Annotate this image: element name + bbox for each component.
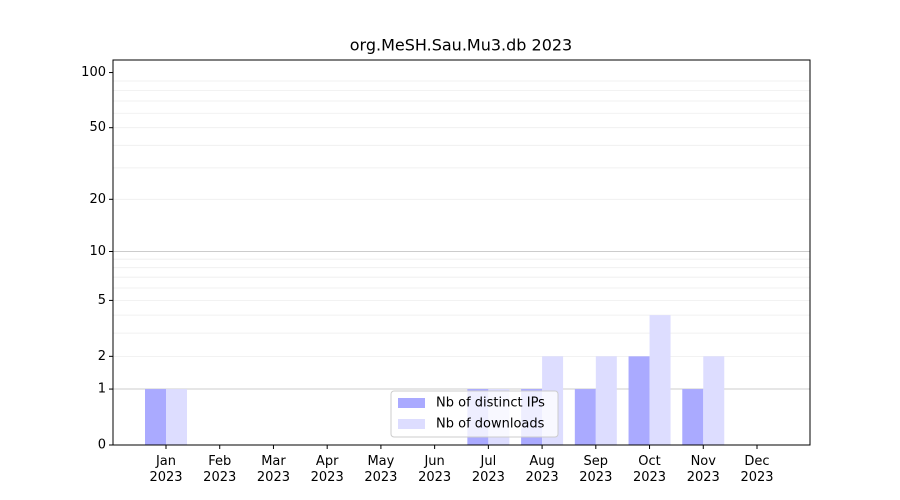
y-tick-label: 10: [89, 244, 106, 259]
plot-frame: [112, 59, 811, 446]
bar: [628, 356, 650, 445]
x-tick-label: Dec 2023: [740, 454, 773, 485]
bar: [574, 389, 596, 445]
x-tick-label: Oct 2023: [633, 454, 666, 485]
legend-box: [390, 390, 559, 438]
bar: [145, 389, 166, 445]
x-tick-label: Jul 2023: [472, 454, 505, 485]
legend-label: Nb of downloads: [436, 417, 545, 432]
bar: [649, 315, 671, 445]
y-tick-label: 20: [89, 192, 106, 207]
y-tick-label: 0: [98, 438, 106, 453]
x-tick-label: Feb 2023: [203, 454, 236, 485]
y-tick-label: 5: [98, 293, 106, 308]
legend-swatch: [398, 398, 425, 408]
y-tick-label: 1: [98, 382, 106, 397]
legend-label: Nb of distinct IPs: [436, 396, 545, 411]
bar: [166, 389, 187, 445]
bar: [703, 356, 725, 445]
x-tick-label: Apr 2023: [311, 454, 344, 485]
chart-title: org.MeSH.Sau.Mu3.db 2023: [350, 36, 572, 55]
x-tick-label: Nov 2023: [687, 454, 720, 485]
x-tick-label: Aug 2023: [526, 454, 559, 485]
x-tick-label: Jan 2023: [149, 454, 182, 485]
bar: [682, 389, 704, 445]
x-tick-label: Sep 2023: [579, 454, 612, 485]
y-tick-label: 2: [98, 349, 106, 364]
x-tick-label: Jun 2023: [418, 454, 451, 485]
x-tick-label: Mar 2023: [257, 454, 290, 485]
x-tick-label: May 2023: [364, 454, 397, 485]
legend: Nb of distinct IPs Nb of downloads: [390, 390, 559, 438]
legend-swatch: [398, 419, 425, 429]
y-tick-label: 50: [89, 120, 106, 135]
bar: [595, 356, 617, 445]
y-tick-label: 100: [81, 65, 106, 80]
